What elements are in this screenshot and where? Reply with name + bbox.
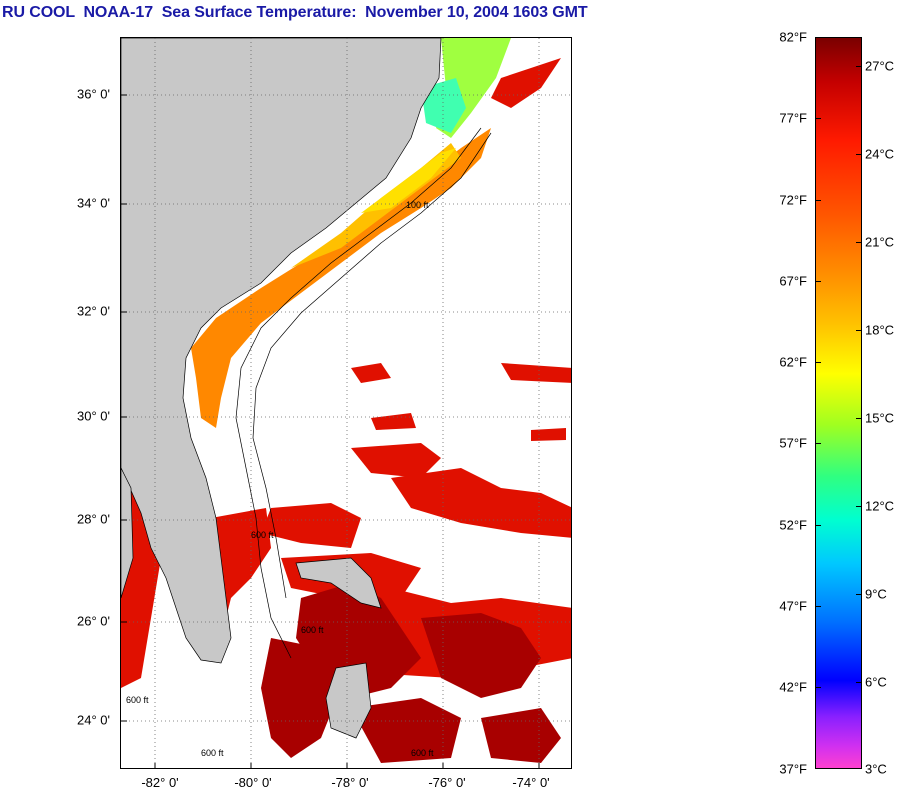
- longitude-label: -78° 0': [331, 775, 369, 790]
- map-graticule: [121, 38, 571, 768]
- map-title: RU COOL NOAA-17 Sea Surface Temperature:…: [2, 4, 588, 21]
- colorbar-tick: [856, 682, 862, 683]
- contour-label: 600 ft: [301, 625, 324, 635]
- colorbar-tick: [856, 154, 862, 155]
- contour-label: 600 ft: [126, 695, 149, 705]
- colorbar-tick: [815, 281, 821, 282]
- celsius-label: 27°C: [865, 58, 895, 74]
- contour-label: 600 ft: [251, 530, 274, 540]
- colorbar-tick: [815, 362, 821, 363]
- colorbar-tick: [815, 443, 821, 444]
- longitude-label: -80° 0': [234, 775, 272, 790]
- colorbar-tick: [815, 200, 821, 201]
- latitude-label: 26° 0': [77, 613, 110, 629]
- contour-label: 600 ft: [201, 748, 224, 758]
- fahrenheit-label: 82°F: [779, 29, 807, 45]
- latitude-label: 34° 0': [77, 195, 110, 211]
- latitude-label: 28° 0': [77, 511, 110, 527]
- latitude-label: 30° 0': [77, 408, 110, 424]
- land-mass: [121, 38, 442, 739]
- bathymetry-contours: [235, 127, 492, 659]
- latitude-label: 24° 0': [77, 712, 110, 728]
- celsius-label: 18°C: [865, 322, 895, 338]
- sst-map[interactable]: 100 ft 600 ft 600 ft 600 ft 600 ft 600 f…: [120, 37, 572, 769]
- colorbar-tick: [856, 506, 862, 507]
- celsius-label: 12°C: [865, 498, 895, 514]
- contour-labels: 100 ft 600 ft 600 ft 600 ft 600 ft 600 f…: [126, 200, 434, 758]
- colorbar-tick: [815, 118, 821, 119]
- colorbar-tick: [815, 687, 821, 688]
- fahrenheit-label: 72°F: [779, 192, 807, 208]
- longitude-label: -76° 0': [428, 775, 466, 790]
- colorbar-tick: [856, 418, 862, 419]
- sst-coastal-band: [191, 38, 561, 428]
- fahrenheit-label: 67°F: [779, 273, 807, 289]
- colorbar-tick: [815, 525, 821, 526]
- fahrenheit-label: 77°F: [779, 110, 807, 126]
- celsius-label: 9°C: [865, 586, 887, 602]
- celsius-label: 6°C: [865, 674, 887, 690]
- colorbar-tick: [856, 242, 862, 243]
- celsius-label: 24°C: [865, 146, 895, 162]
- contour-label: 600 ft: [411, 748, 434, 758]
- latitude-label: 36° 0': [77, 86, 110, 102]
- fahrenheit-label: 57°F: [779, 435, 807, 451]
- fahrenheit-label: 37°F: [779, 761, 807, 777]
- temperature-colorbar: [815, 37, 862, 769]
- celsius-label: 15°C: [865, 410, 895, 426]
- fahrenheit-label: 52°F: [779, 517, 807, 533]
- colorbar-tick: [856, 594, 862, 595]
- celsius-label: 3°C: [865, 761, 887, 777]
- sst-dark-warm-water: [261, 583, 561, 763]
- contour-label: 100 ft: [406, 200, 429, 210]
- longitude-label: -82° 0': [141, 775, 179, 790]
- fahrenheit-label: 42°F: [779, 679, 807, 695]
- sst-map-canvas: 100 ft 600 ft 600 ft 600 ft 600 ft 600 f…: [121, 38, 571, 768]
- fahrenheit-label: 47°F: [779, 598, 807, 614]
- colorbar-tick: [856, 66, 862, 67]
- longitude-label: -74° 0': [512, 775, 550, 790]
- fahrenheit-label: 62°F: [779, 354, 807, 370]
- map-axis-ticks: [121, 94, 540, 768]
- colorbar-tick: [815, 606, 821, 607]
- latitude-label: 32° 0': [77, 303, 110, 319]
- celsius-label: 21°C: [865, 234, 895, 250]
- colorbar-tick: [856, 330, 862, 331]
